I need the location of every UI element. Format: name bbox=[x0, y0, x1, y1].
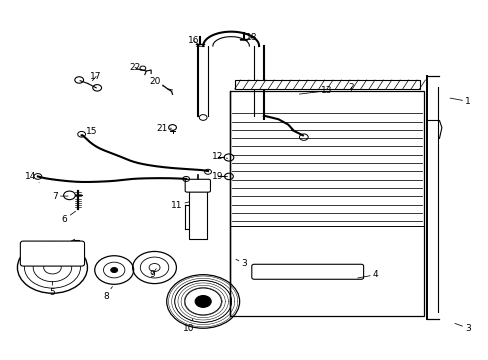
Text: 8: 8 bbox=[103, 287, 112, 301]
Text: 12: 12 bbox=[212, 152, 227, 161]
Text: 2: 2 bbox=[348, 83, 354, 92]
Circle shape bbox=[63, 191, 75, 200]
Text: 16: 16 bbox=[187, 36, 199, 45]
Circle shape bbox=[195, 296, 211, 307]
Text: 3: 3 bbox=[454, 323, 470, 333]
Bar bbox=[188, 191, 206, 239]
Text: 19: 19 bbox=[212, 172, 227, 181]
Text: 18: 18 bbox=[245, 33, 257, 42]
Text: 22: 22 bbox=[129, 63, 141, 72]
Text: 5: 5 bbox=[49, 282, 55, 297]
Text: 7: 7 bbox=[52, 192, 68, 201]
FancyBboxPatch shape bbox=[185, 179, 210, 192]
Text: 6: 6 bbox=[61, 211, 76, 224]
Text: 15: 15 bbox=[85, 127, 97, 139]
Text: 20: 20 bbox=[148, 77, 163, 86]
Bar bbox=[234, 80, 419, 89]
Text: 13: 13 bbox=[299, 86, 332, 95]
Text: 9: 9 bbox=[149, 269, 156, 279]
Text: 4: 4 bbox=[357, 270, 378, 279]
Text: 14: 14 bbox=[25, 172, 39, 183]
Text: 3: 3 bbox=[236, 259, 247, 269]
FancyBboxPatch shape bbox=[251, 264, 363, 279]
Bar bbox=[229, 91, 424, 316]
Text: 11: 11 bbox=[170, 201, 189, 210]
Text: 21: 21 bbox=[156, 124, 171, 133]
Text: 10: 10 bbox=[183, 319, 194, 333]
FancyBboxPatch shape bbox=[20, 241, 84, 266]
Text: 1: 1 bbox=[449, 97, 470, 106]
Circle shape bbox=[110, 267, 118, 273]
Text: 17: 17 bbox=[90, 72, 102, 81]
